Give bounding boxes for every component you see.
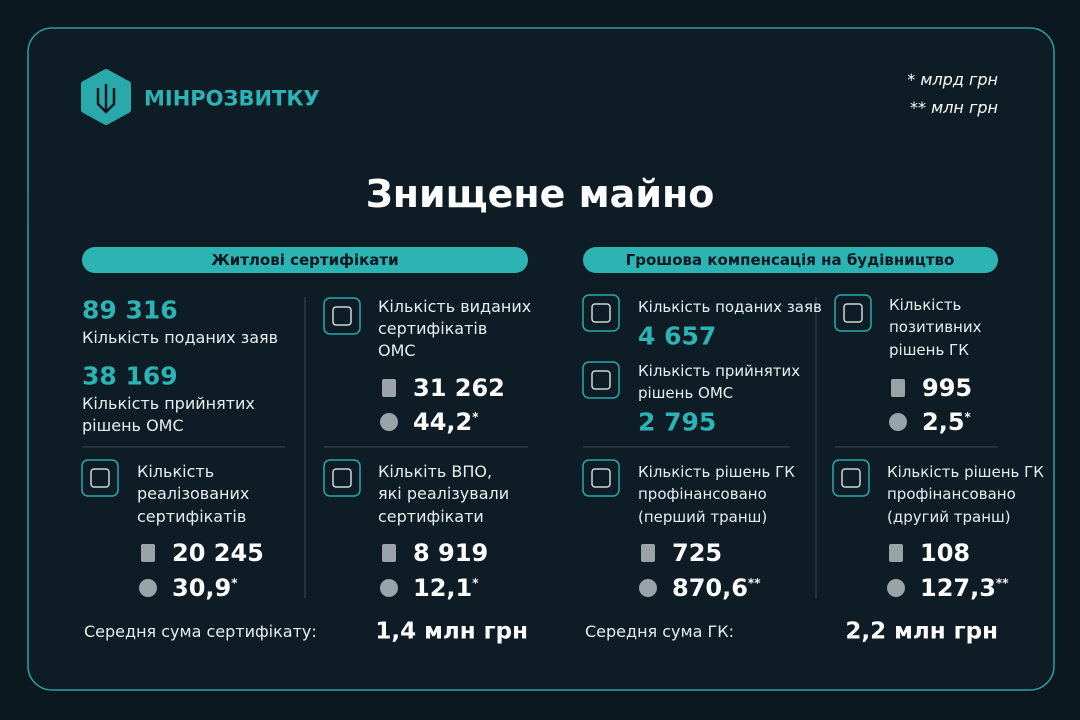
stat-label: реалізованих (137, 484, 250, 504)
footnote-mark: * (472, 409, 479, 424)
panel (27, 27, 1055, 691)
coin-icon (639, 579, 657, 597)
stat-label: профінансовано (638, 484, 767, 503)
stat-amount: 870,6 (672, 573, 748, 602)
doc-icon (141, 544, 155, 562)
brand: МІНРОЗВИТКУ (144, 86, 320, 111)
stat-amount: 127,3 (920, 573, 996, 602)
note: ** млн грн (910, 98, 998, 118)
stat-label: Кількіть ВПО, (378, 462, 493, 482)
section-title: Житлові сертифікати (211, 250, 399, 269)
stat-value: 38 169 (82, 361, 178, 391)
icon-glyph (591, 303, 611, 323)
icon (834, 294, 872, 332)
stat-amount: 44,2 (413, 407, 473, 436)
stat-label: сертифікати (378, 507, 484, 527)
stat-amount-wrap: 870,6** (672, 575, 760, 601)
note: * млрд грн (907, 70, 998, 90)
stat-amount-wrap: 2,5* (922, 409, 971, 435)
doc-icon (889, 544, 903, 562)
footer-value: 1,4 млн грн (375, 618, 528, 645)
stat-label: позитивних (889, 317, 982, 336)
stat-amount-wrap: 12,1* (413, 575, 479, 601)
stat-value: 4 657 (638, 321, 717, 351)
stat-label: Кількість поданих заяв (638, 297, 822, 316)
footnote-mark: * (231, 575, 238, 590)
coin-icon (889, 413, 907, 431)
section-title: Грошова компенсація на будівництво (625, 250, 955, 269)
stat-label: (другий транш) (887, 507, 1011, 526)
coin-icon (380, 579, 398, 597)
doc-icon (382, 379, 396, 397)
stat-count: 20 245 (172, 538, 264, 567)
icon-glyph (332, 468, 352, 488)
icon (582, 294, 620, 332)
stat-count: 8 919 (413, 538, 489, 567)
doc-icon (641, 544, 655, 562)
stat-amount-wrap: 30,9* (172, 575, 238, 601)
logo-trident (96, 84, 116, 114)
stat-label: які реалізували (378, 484, 510, 504)
footer-label: Середня сума сертифікату: (84, 622, 317, 642)
stat-count: 725 (672, 538, 723, 567)
icon (323, 297, 361, 335)
stat-label: Кількість (137, 462, 215, 482)
title: Знищене майно (365, 172, 715, 217)
stat-amount: 2,5 (922, 407, 965, 436)
stat-label: (перший транш) (638, 507, 768, 526)
stat-label: рішень ОМС (82, 416, 184, 436)
footer-label: Середня сума ГК: (585, 622, 734, 642)
stat-label: ОМС (378, 341, 416, 361)
icon-glyph (841, 468, 861, 488)
stat-amount: 12,1 (413, 573, 473, 602)
icon (582, 459, 620, 497)
doc-icon (382, 544, 396, 562)
stat-amount-wrap: 127,3** (920, 575, 1008, 601)
stat-label: профінансовано (887, 484, 1016, 503)
stat-amount-wrap: 44,2* (413, 409, 479, 435)
stat-label: рішень ГК (889, 340, 969, 359)
stat-label: сертифікатів (137, 507, 247, 527)
stat-count: 995 (922, 373, 973, 402)
footnote-mark: ** (747, 575, 761, 590)
icon-glyph (591, 468, 611, 488)
footnote-mark: * (472, 575, 479, 590)
icon-glyph (843, 303, 863, 323)
stat-value: 2 795 (638, 407, 717, 437)
coin-icon (380, 413, 398, 431)
stat-value: 89 316 (82, 295, 178, 325)
icon (323, 459, 361, 497)
stat-label: Кількість рішень ГК (638, 462, 795, 481)
stat-label: рішень ОМС (638, 383, 734, 402)
stat-label: Кількість (889, 295, 962, 314)
footnote-mark: ** (995, 575, 1009, 590)
pill (82, 247, 528, 273)
icon (81, 459, 119, 497)
stat-count: 31 262 (413, 373, 505, 402)
pill (583, 247, 998, 273)
stat-label: Кількість поданих заяв (82, 328, 279, 348)
icon (582, 361, 620, 399)
icon (832, 459, 870, 497)
icon-glyph (591, 370, 611, 390)
stat-label: Кількість прийнятих (638, 361, 801, 380)
footer-value: 2,2 млн грн (845, 618, 998, 645)
icon-glyph (332, 306, 352, 326)
stat-count: 108 (920, 538, 971, 567)
doc-icon (891, 379, 905, 397)
stat-label: Кількість виданих (378, 297, 532, 317)
footnote-mark: * (964, 409, 971, 424)
icon-glyph (90, 468, 110, 488)
stat-label: сертифікатів (378, 319, 488, 339)
stat-label: Кількість прийнятих (82, 394, 255, 414)
stat-amount: 30,9 (172, 573, 232, 602)
stat-label: Кількість рішень ГК (887, 462, 1044, 481)
coin-icon (887, 579, 905, 597)
coin-icon (139, 579, 157, 597)
